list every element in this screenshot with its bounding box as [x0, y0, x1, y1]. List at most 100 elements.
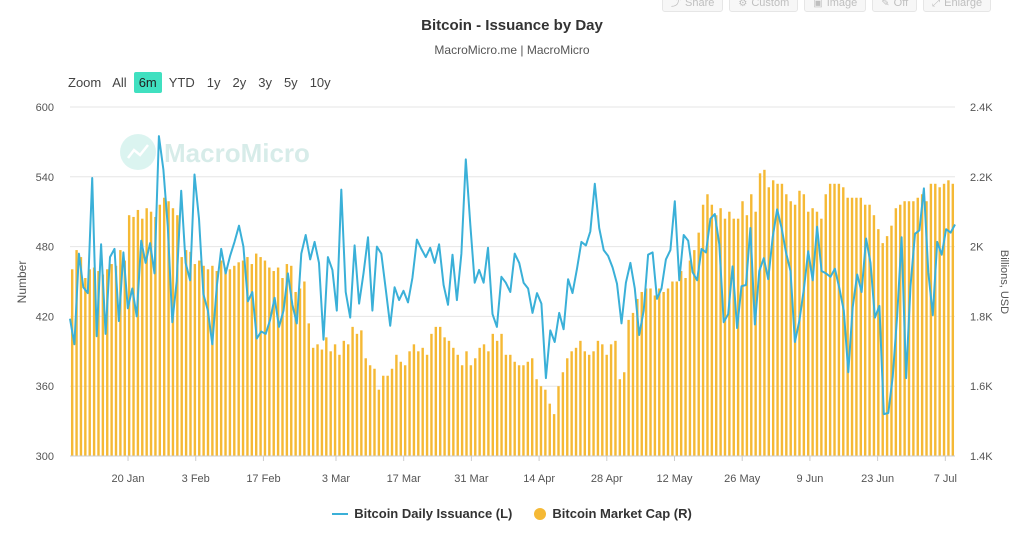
market-cap-bar — [802, 194, 806, 456]
market-cap-bar — [106, 269, 109, 456]
market-cap-bar — [627, 319, 630, 456]
left-tick-label: 300 — [36, 451, 54, 463]
range-6m-button[interactable]: 6m — [133, 72, 162, 93]
x-axis: 20 Jan 3 Feb 17 Feb 3 Mar 17 Mar 31 Mar 14 Apr… — [70, 455, 957, 485]
market-cap-bar — [566, 358, 569, 456]
market-cap-bar — [877, 229, 880, 456]
market-cap-bar — [333, 344, 337, 456]
range-2y-button[interactable]: 2y — [232, 75, 247, 90]
market-cap-bar — [846, 197, 849, 457]
market-cap-bar — [942, 183, 946, 456]
x-tick-label: 14 Apr — [523, 473, 555, 485]
market-cap-bar — [162, 197, 166, 457]
market-cap-bar — [141, 218, 144, 456]
market-cap-bar — [434, 326, 438, 456]
off-label: Off — [893, 0, 909, 9]
market-cap-bar — [447, 340, 451, 456]
market-cap-bar — [526, 361, 530, 456]
market-cap-bar — [785, 194, 788, 456]
market-cap-bar — [215, 271, 218, 456]
market-cap-bar — [127, 215, 131, 456]
range-3y-button[interactable]: 3y — [258, 75, 272, 90]
market-cap-bar — [119, 250, 122, 456]
market-cap-bar — [491, 333, 494, 456]
off-icon: ✎ — [881, 0, 890, 9]
market-cap-bar — [675, 281, 678, 456]
market-cap-bar — [241, 260, 245, 456]
market-cap-bar — [925, 201, 928, 456]
left-axis-title: Number — [15, 261, 29, 304]
market-cap-bar — [342, 340, 346, 456]
market-cap-bar — [193, 264, 197, 456]
range-all-button[interactable]: All — [112, 75, 127, 90]
image-button[interactable]: ▣ Image — [804, 0, 867, 12]
legend-label-market-cap: Bitcoin Market Cap (R) — [552, 506, 692, 521]
market-cap-bar — [951, 183, 955, 456]
right-tick-label: 2K — [970, 242, 984, 254]
market-cap-bar — [500, 333, 503, 456]
range-10y-button[interactable]: 10y — [309, 75, 331, 90]
market-cap-bar — [539, 386, 543, 456]
custom-button[interactable]: ⚙ Custom — [729, 0, 799, 12]
x-tick-label: 3 Feb — [182, 473, 210, 485]
market-cap-bar — [180, 257, 183, 456]
market-cap-bar — [158, 204, 162, 456]
market-cap-bar — [623, 372, 626, 456]
market-cap-bar — [544, 389, 547, 456]
market-cap-bar — [662, 291, 665, 456]
market-cap-bar — [579, 340, 582, 456]
market-cap-bar — [522, 365, 525, 456]
market-cap-bar — [92, 267, 96, 456]
share-button[interactable]: ⤴ Share — [662, 0, 724, 12]
market-cap-bar — [254, 253, 258, 456]
enlarge-icon: ⤢ — [932, 0, 941, 9]
legend-item-issuance[interactable]: Bitcoin Daily Issuance (L) — [332, 506, 512, 521]
market-cap-bar — [807, 211, 810, 456]
chart-subtitle: MacroMicro.me | MacroMicro — [434, 43, 590, 57]
market-cap-bar — [421, 347, 424, 456]
market-cap-bar — [456, 354, 459, 456]
left-tick-label: 420 — [36, 311, 54, 323]
market-cap-bar — [684, 278, 687, 456]
market-cap-bar — [377, 389, 381, 456]
market-cap-bar — [189, 251, 192, 456]
market-cap-bar — [938, 187, 941, 456]
market-cap-bar — [697, 232, 700, 456]
market-cap-bar — [842, 187, 845, 456]
market-cap-bar — [132, 216, 135, 456]
market-cap-bar — [890, 225, 893, 456]
left-axis: 300 360 420 480 540 600 — [36, 102, 54, 463]
market-cap-bar — [881, 243, 884, 456]
market-cap-bar — [644, 288, 648, 456]
range-ytd-button[interactable]: YTD — [168, 75, 195, 90]
market-cap-bar — [828, 183, 832, 456]
market-cap-bar — [833, 183, 836, 456]
image-label: Image — [826, 0, 858, 9]
market-cap-bar — [250, 264, 254, 456]
market-cap-bar — [592, 351, 595, 456]
right-axis-title: Billions, USD — [998, 250, 1010, 314]
market-cap-bar — [780, 183, 784, 456]
share-label: Share — [685, 0, 715, 9]
legend-item-market-cap[interactable]: Bitcoin Market Cap (R) — [534, 506, 692, 521]
range-1y-button[interactable]: 1y — [206, 75, 221, 90]
market-cap-bar — [268, 267, 271, 456]
market-cap-bar — [303, 281, 306, 456]
market-cap-bar — [789, 201, 792, 456]
enlarge-button[interactable]: ⤢ Enlarge — [923, 0, 992, 12]
market-cap-bar — [452, 347, 455, 456]
market-cap-bar — [701, 204, 705, 456]
market-cap-bar — [750, 194, 753, 456]
range-5y-button[interactable]: 5y — [283, 75, 298, 90]
x-tick-label: 17 Mar — [387, 473, 422, 485]
market-cap-bar — [101, 274, 105, 456]
market-cap-bar — [403, 365, 407, 456]
market-cap-bar — [640, 291, 643, 456]
market-cap-bar — [351, 326, 354, 456]
off-button[interactable]: ✎ Off — [872, 0, 918, 12]
market-cap-bar — [658, 288, 661, 456]
x-tick-label: 9 Jun — [796, 473, 823, 485]
market-cap-bar — [509, 354, 512, 456]
market-cap-bar — [723, 218, 727, 456]
market-cap-bar — [934, 183, 937, 456]
